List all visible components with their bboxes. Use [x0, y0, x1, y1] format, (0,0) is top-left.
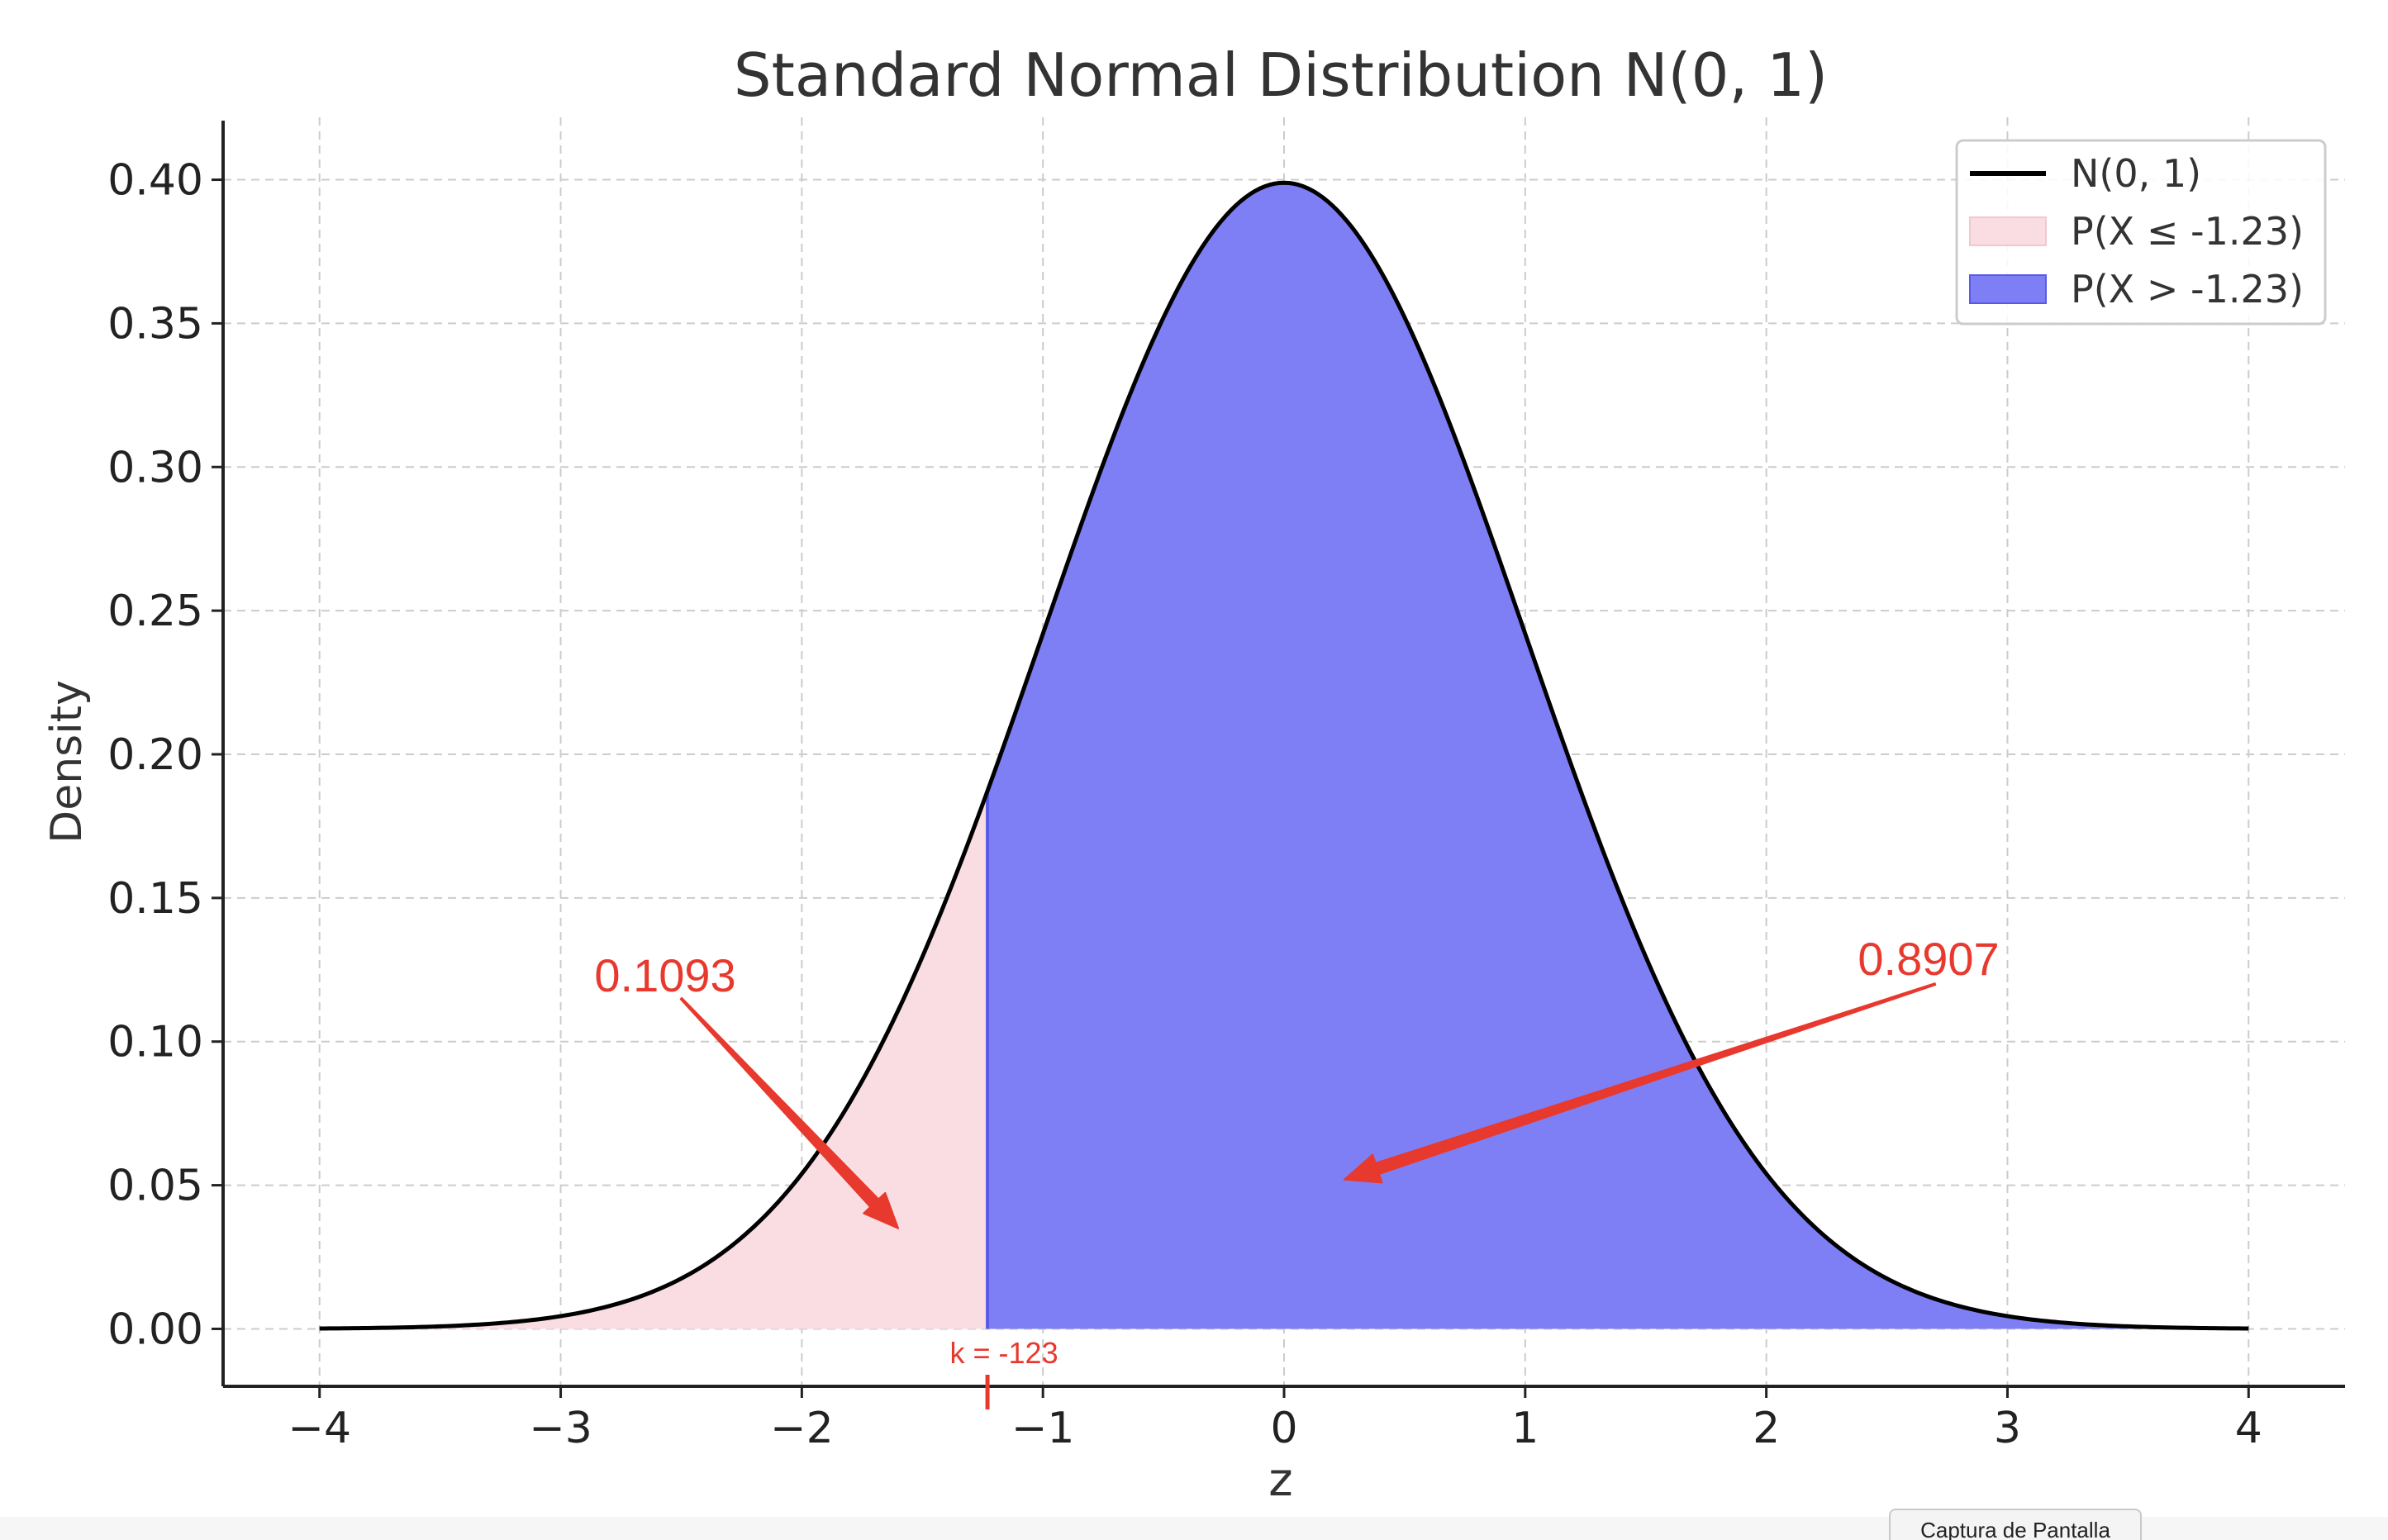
legend-box	[1955, 139, 2327, 326]
left-tail-area	[319, 791, 988, 1329]
right-area	[987, 183, 2249, 1329]
legend-label: P(X > -1.23)	[2071, 267, 2304, 311]
annotation-arrow-right	[1344, 982, 1937, 1184]
legend-swatch-area	[1969, 274, 2047, 304]
legend-label: N(0, 1)	[2071, 151, 2201, 196]
legend-label: P(X ≤ -1.23)	[2071, 209, 2304, 254]
annotation-left-value: 0.1093	[594, 949, 735, 1001]
x-tick-label: −3	[529, 1404, 592, 1453]
y-tick-label: 0.20	[107, 730, 203, 780]
axes: −4 −3 −2 −1 0 1 2 3 4 0.00 0.05 0.10 0.15 0.20 0.25 0.3…	[107, 121, 2345, 1453]
y-tick-label: 0.15	[107, 874, 203, 924]
annotation-arrow-left	[679, 996, 900, 1229]
y-tick-label: 0.30	[107, 443, 203, 492]
y-tick-label: 0.35	[107, 299, 203, 349]
legend: N(0, 1) P(X ≤ -1.23) P(X > -1.23)	[1955, 139, 2327, 326]
y-tick-label: 0.25	[107, 587, 203, 636]
x-axis-label: z	[1268, 1453, 1292, 1507]
y-tick-label: 0.00	[107, 1305, 203, 1354]
legend-swatch-area	[1969, 216, 2047, 246]
y-axis-label: Density	[42, 680, 92, 844]
x-tick-label: 3	[1994, 1404, 2021, 1453]
density-curve	[319, 180, 2249, 1331]
density-curve-group	[319, 180, 2249, 1331]
x-tick-label: 4	[2235, 1404, 2262, 1453]
x-tick-label: 2	[1753, 1404, 1780, 1453]
x-tick-label: −2	[770, 1404, 834, 1453]
screenshot-tooltip: Captura de Pantalla	[1889, 1509, 2142, 1540]
annotation-right-value: 0.8907	[1858, 933, 1999, 985]
x-tick-label: 0	[1270, 1404, 1297, 1453]
chart-title: Standard Normal Distribution N(0, 1)	[734, 40, 1828, 110]
x-tick-label: 1	[1511, 1404, 1539, 1453]
x-tick-label: −4	[288, 1404, 351, 1453]
y-tick-label: 0.05	[107, 1162, 203, 1211]
shaded-areas	[319, 183, 2249, 1329]
threshold-k-label: k = -123	[950, 1336, 1058, 1370]
y-tick-label: 0.10	[107, 1018, 203, 1067]
annotations: 0.1093 0.8907 k = -123	[594, 933, 2000, 1409]
x-tick-label: −1	[1011, 1404, 1075, 1453]
y-tick-label: 0.40	[107, 156, 203, 206]
